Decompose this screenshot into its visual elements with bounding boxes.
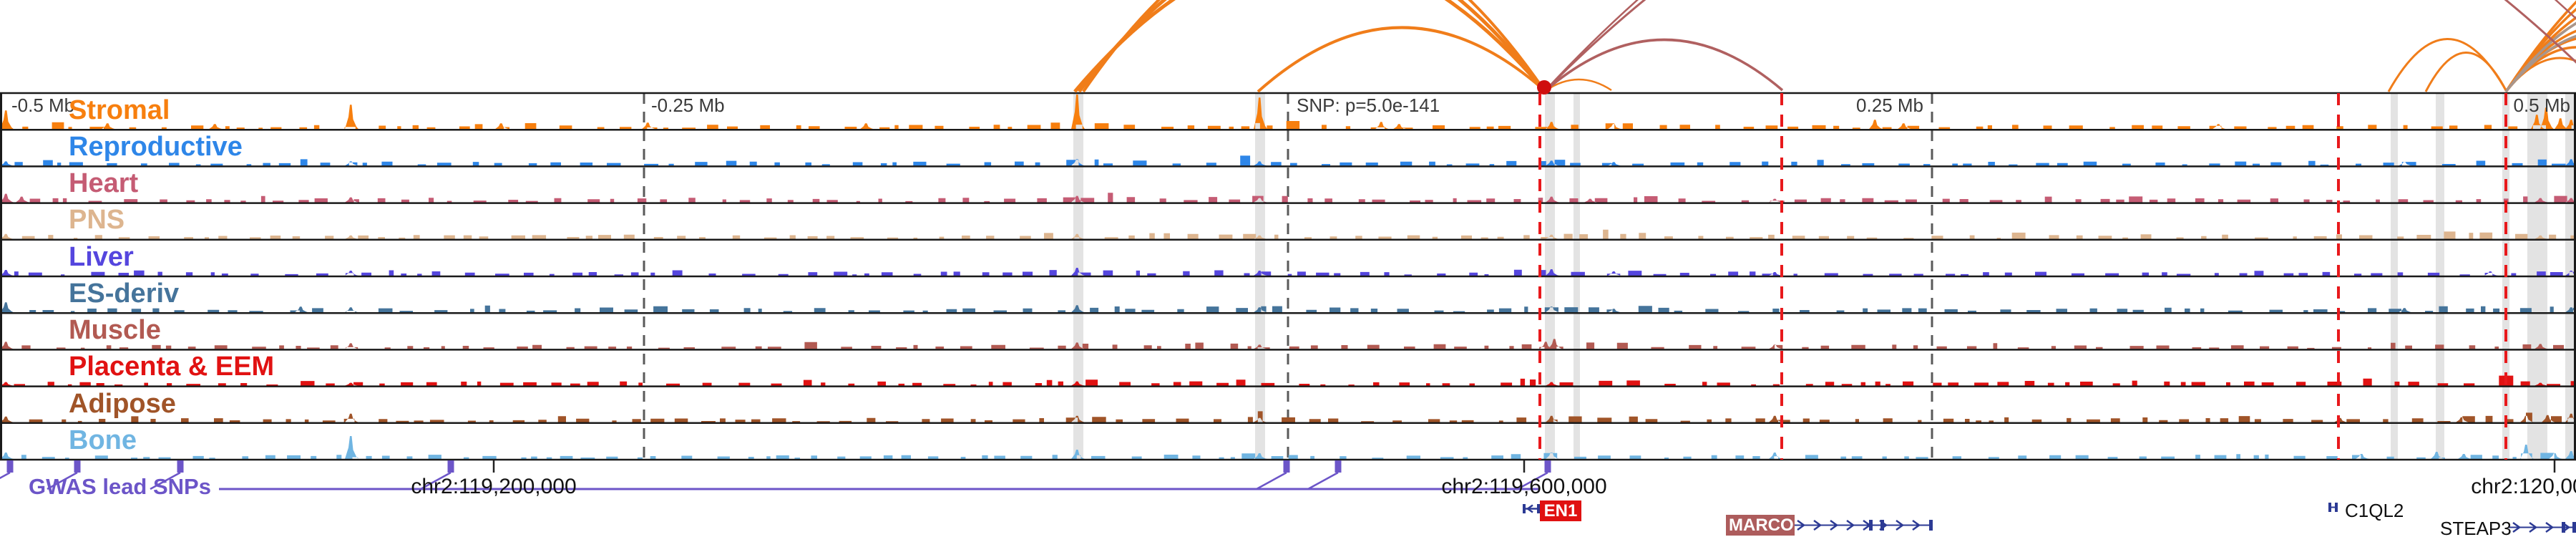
gwas-snp-connector xyxy=(1517,471,1548,490)
strand-arrow-icon xyxy=(1797,519,1806,531)
signal-liver xyxy=(0,268,2576,276)
gwas-snp-connector xyxy=(1256,471,1287,490)
track-label-muscle: Muscle xyxy=(69,315,161,345)
interaction-arcs xyxy=(1073,0,2576,95)
gene-label-steap3[interactable]: STEAP3 xyxy=(2440,518,2512,537)
track-label-reproductive: Reproductive xyxy=(69,132,243,162)
gwas-snp-tick[interactable] xyxy=(6,460,14,473)
marco-exon xyxy=(1869,520,1873,531)
axis-tick-label-neg025: -0.25 Mb xyxy=(651,95,725,116)
marco-exon xyxy=(1929,520,1933,531)
gene-label-en1[interactable]: EN1 xyxy=(1540,500,1581,521)
gwas-snp-tick[interactable] xyxy=(1283,460,1290,473)
strand-arrow-icon xyxy=(1896,519,1905,531)
signal-es-deriv xyxy=(0,302,2576,313)
coord-label-chr2-119200000: chr2:119,200,000 xyxy=(411,475,577,498)
interaction-arc xyxy=(2504,0,2576,92)
interaction-arc xyxy=(1082,0,1546,93)
gwas-snp-tick[interactable] xyxy=(1544,460,1551,473)
strand-arrow-icon xyxy=(2529,521,2538,533)
gwas-snp-connector xyxy=(47,471,78,490)
strand-arrow-icon xyxy=(2512,521,2522,533)
axis-tick-label-pos025: 0.25 Mb xyxy=(1856,95,1923,116)
track-label-stromal: Stromal xyxy=(69,95,170,125)
interaction-arc xyxy=(2504,16,2576,93)
gwas-snp-tick[interactable] xyxy=(1335,460,1342,473)
interaction-arc xyxy=(2504,7,2576,92)
gwas-lead-snps-label: GWAS lead SNPs xyxy=(29,474,211,499)
interaction-arc xyxy=(1543,0,2576,93)
track-label-adipose: Adipose xyxy=(69,389,176,419)
gene-glyphs xyxy=(1523,503,2576,533)
track-label-es-deriv: ES-deriv xyxy=(69,279,180,309)
interaction-arc xyxy=(1257,26,1546,93)
en1-exon xyxy=(1537,504,1540,513)
track-label-liver: Liver xyxy=(69,242,134,272)
gwas-snp-connector xyxy=(0,471,11,480)
en1-exon xyxy=(1523,504,1526,513)
track-label-bone: Bone xyxy=(69,425,137,455)
interaction-arc xyxy=(1078,0,1546,93)
strand-arrow-icon xyxy=(1526,504,1533,513)
red-dashed-lines xyxy=(1538,93,2507,460)
gwas-snp-connector xyxy=(1307,471,1339,490)
gwas-snp-tick[interactable] xyxy=(74,460,81,473)
steap3-exon xyxy=(2562,522,2565,533)
interaction-arc xyxy=(1073,0,1546,93)
coordinate-ticks xyxy=(492,460,2556,473)
strand-arrow-icon xyxy=(2545,521,2555,533)
signal-stromal xyxy=(0,95,2576,130)
gwas-snp-connector xyxy=(150,471,181,490)
interaction-arc xyxy=(1543,0,2576,92)
track-label-pns: PNS xyxy=(69,205,125,235)
gwas-snp-tick[interactable] xyxy=(177,460,184,473)
strand-arrow-icon xyxy=(1830,519,1839,531)
axis-gridlines xyxy=(643,93,1933,460)
strand-arrow-icon xyxy=(1846,519,1855,531)
gwas-lead-snps xyxy=(0,460,1551,490)
track-label-heart: Heart xyxy=(69,168,139,198)
track-label-placenta-eem: Placenta & EEM xyxy=(69,352,275,382)
interaction-arc xyxy=(2504,21,2576,93)
signal-heart xyxy=(0,193,2576,203)
gene-label-c1ql2[interactable]: C1QL2 xyxy=(2345,500,2404,521)
axis-tick-label-neg05: -0.5 Mb xyxy=(11,95,75,116)
axis-tick-label-pos05: 0.5 Mb xyxy=(2513,95,2571,116)
signal-pns xyxy=(0,229,2576,239)
signal-adipose xyxy=(0,411,2576,422)
interaction-arc xyxy=(2424,52,2507,92)
marco-exon xyxy=(1880,520,1884,531)
signal-tracks xyxy=(0,95,2576,459)
signal-muscle xyxy=(0,339,2564,349)
interaction-arc xyxy=(1543,38,1784,93)
gwas-snp-connector xyxy=(420,471,452,490)
snp-anchor-dot xyxy=(1537,80,1551,95)
coord-label-chr2-120000000: chr2:120,000,000 xyxy=(2471,475,2576,498)
interaction-arc xyxy=(2504,34,2576,93)
track-borders xyxy=(0,92,2576,461)
gene-label-marco[interactable]: MARCO xyxy=(1726,515,1795,536)
gwas-snp-tick[interactable] xyxy=(447,460,454,473)
coord-label-chr2-119600000: chr2:119,600,000 xyxy=(1441,475,1607,498)
strand-arrow-icon xyxy=(1813,519,1823,531)
strand-arrow-icon xyxy=(1912,519,1921,531)
steap3-exon xyxy=(2572,522,2576,533)
axis-tick-label-snp: SNP: p=5.0e-141 xyxy=(1297,95,1440,116)
